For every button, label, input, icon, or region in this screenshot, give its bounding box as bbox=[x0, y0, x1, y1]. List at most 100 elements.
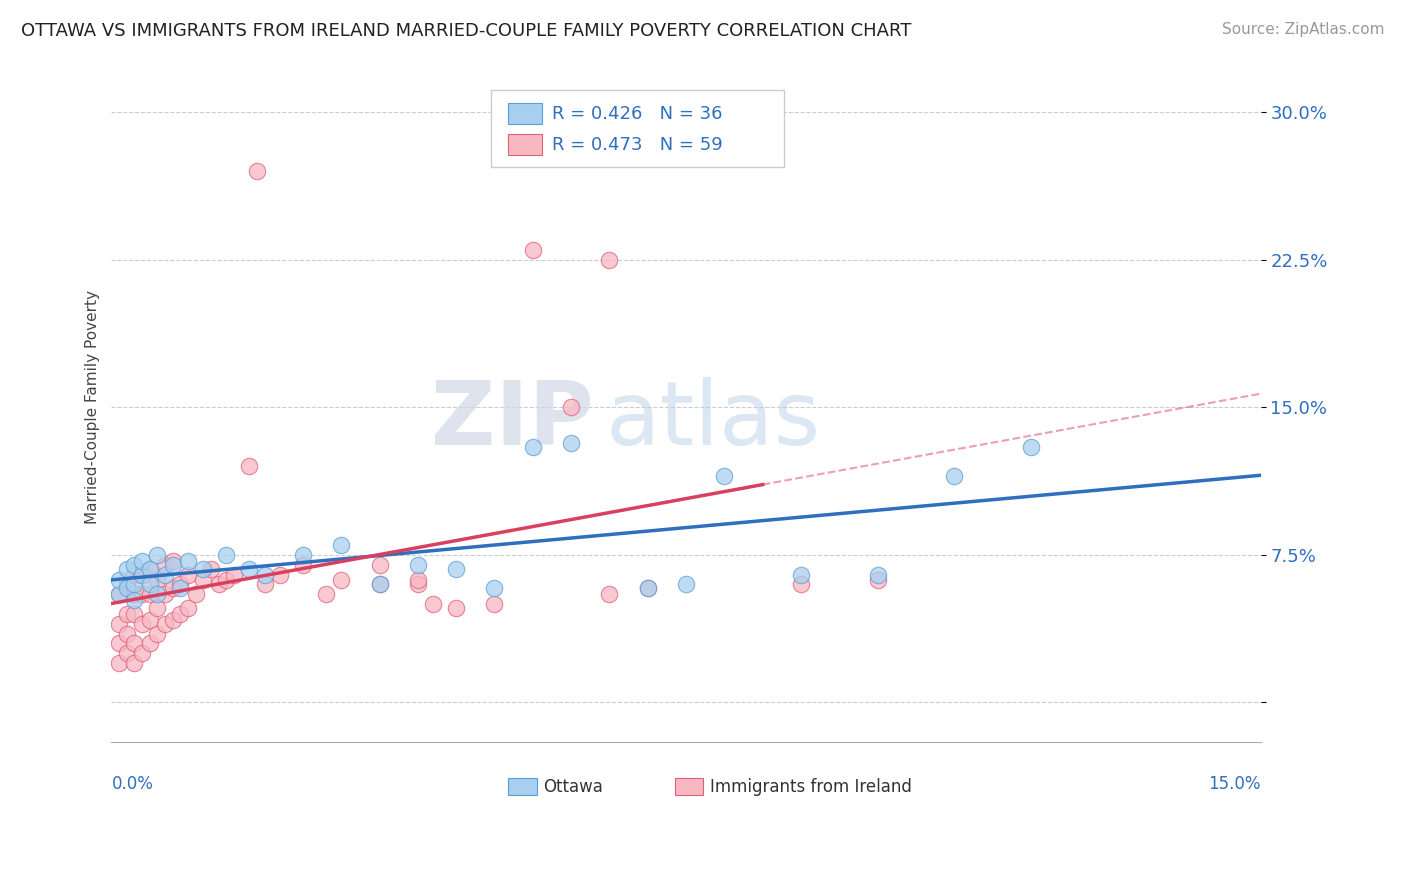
Point bbox=[115, 582, 138, 596]
Point bbox=[193, 561, 215, 575]
Point bbox=[598, 587, 620, 601]
Text: Source: ZipAtlas.com: Source: ZipAtlas.com bbox=[1222, 22, 1385, 37]
Point bbox=[138, 577, 160, 591]
Point bbox=[330, 574, 353, 588]
Point bbox=[131, 616, 153, 631]
Text: Immigrants from Ireland: Immigrants from Ireland bbox=[710, 778, 912, 796]
Point bbox=[138, 636, 160, 650]
Bar bbox=[675, 779, 703, 795]
Point bbox=[790, 577, 813, 591]
Point bbox=[146, 574, 169, 588]
Point bbox=[637, 582, 659, 596]
Point bbox=[444, 601, 467, 615]
Point bbox=[238, 459, 260, 474]
Point bbox=[291, 548, 314, 562]
Point bbox=[124, 577, 146, 591]
Point bbox=[177, 554, 200, 568]
Point bbox=[131, 567, 153, 582]
Point bbox=[124, 567, 146, 582]
Point bbox=[108, 616, 131, 631]
Point bbox=[866, 567, 889, 582]
Point bbox=[108, 587, 131, 601]
Point bbox=[138, 613, 160, 627]
Point bbox=[406, 574, 429, 588]
Point bbox=[484, 597, 506, 611]
Point bbox=[146, 587, 169, 601]
Point bbox=[222, 567, 245, 582]
Point bbox=[184, 587, 207, 601]
Point bbox=[124, 587, 146, 601]
Text: OTTAWA VS IMMIGRANTS FROM IRELAND MARRIED-COUPLE FAMILY POVERTY CORRELATION CHAR: OTTAWA VS IMMIGRANTS FROM IRELAND MARRIE… bbox=[21, 22, 911, 40]
Point bbox=[153, 587, 176, 601]
Point bbox=[124, 636, 146, 650]
Bar bbox=[508, 779, 537, 795]
Bar bbox=[508, 134, 543, 155]
Y-axis label: Married-Couple Family Poverty: Married-Couple Family Poverty bbox=[86, 290, 100, 524]
Point bbox=[598, 252, 620, 267]
Point bbox=[131, 554, 153, 568]
Point bbox=[153, 567, 176, 582]
Point bbox=[115, 561, 138, 575]
Point bbox=[115, 607, 138, 621]
Point bbox=[522, 243, 544, 257]
Point bbox=[368, 558, 391, 572]
Point bbox=[108, 574, 131, 588]
Point bbox=[169, 577, 191, 591]
Point bbox=[162, 558, 184, 572]
Point bbox=[177, 601, 200, 615]
Point bbox=[406, 577, 429, 591]
Point bbox=[169, 582, 191, 596]
Point bbox=[115, 646, 138, 660]
Point bbox=[215, 574, 238, 588]
Point bbox=[713, 469, 735, 483]
Point bbox=[866, 574, 889, 588]
Point bbox=[330, 538, 353, 552]
Point bbox=[146, 548, 169, 562]
Point bbox=[215, 548, 238, 562]
Point bbox=[368, 577, 391, 591]
Text: R = 0.426   N = 36: R = 0.426 N = 36 bbox=[551, 104, 723, 123]
Point bbox=[169, 607, 191, 621]
Point bbox=[138, 587, 160, 601]
Point bbox=[522, 440, 544, 454]
Point bbox=[560, 401, 582, 415]
Point bbox=[193, 574, 215, 588]
Point bbox=[291, 558, 314, 572]
Point bbox=[146, 601, 169, 615]
Point bbox=[675, 577, 697, 591]
Point bbox=[124, 593, 146, 607]
Point bbox=[484, 582, 506, 596]
Bar bbox=[508, 103, 543, 125]
Point bbox=[253, 577, 276, 591]
Point bbox=[124, 656, 146, 670]
Point bbox=[153, 616, 176, 631]
Point bbox=[246, 164, 269, 178]
Point bbox=[943, 469, 966, 483]
Point bbox=[131, 587, 153, 601]
Text: R = 0.473   N = 59: R = 0.473 N = 59 bbox=[551, 136, 723, 153]
Text: 0.0%: 0.0% bbox=[111, 775, 153, 793]
Point bbox=[637, 582, 659, 596]
Point bbox=[1019, 440, 1042, 454]
Point bbox=[162, 554, 184, 568]
Point bbox=[200, 561, 222, 575]
Point bbox=[108, 587, 131, 601]
Point bbox=[208, 577, 231, 591]
Point bbox=[138, 561, 160, 575]
Point bbox=[124, 607, 146, 621]
Point bbox=[131, 567, 153, 582]
Point bbox=[422, 597, 444, 611]
Point bbox=[269, 567, 291, 582]
Point bbox=[108, 636, 131, 650]
Point bbox=[444, 561, 467, 575]
Point bbox=[138, 561, 160, 575]
Point bbox=[162, 613, 184, 627]
Point bbox=[146, 626, 169, 640]
Point bbox=[238, 561, 260, 575]
Point bbox=[108, 656, 131, 670]
Point bbox=[115, 577, 138, 591]
Point bbox=[131, 646, 153, 660]
Point bbox=[560, 435, 582, 450]
Point bbox=[115, 626, 138, 640]
Point bbox=[162, 582, 184, 596]
